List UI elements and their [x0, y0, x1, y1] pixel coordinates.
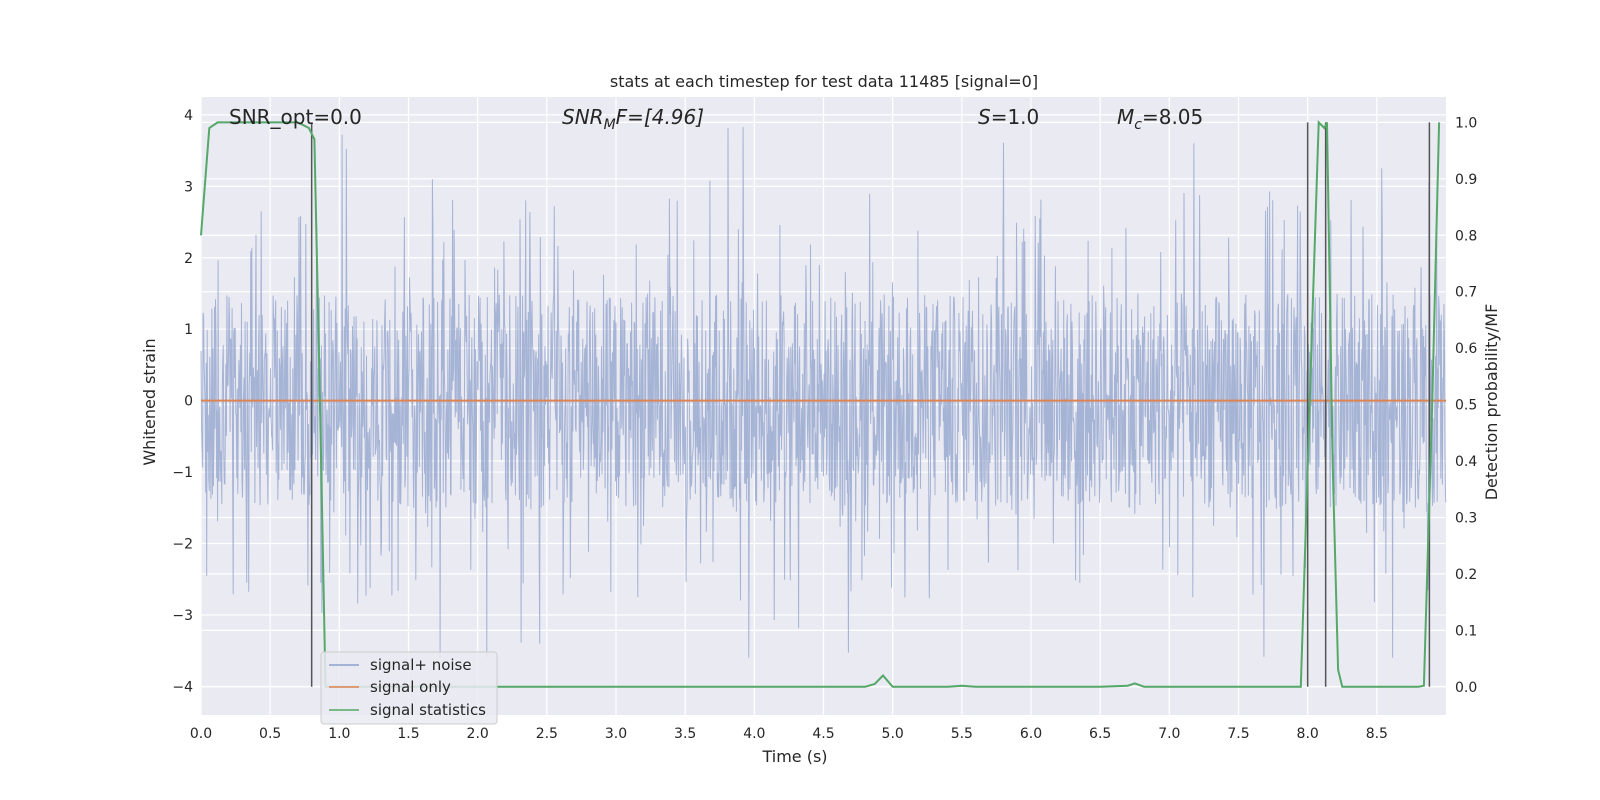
- y-tick-label-1: −3: [172, 608, 193, 624]
- y-tick-label-8: 4: [184, 108, 193, 124]
- y2-tick-label-4: 0.4: [1455, 454, 1477, 470]
- y2-tick-label-2: 0.2: [1455, 567, 1477, 583]
- x-tick-label-1: 0.5: [259, 726, 281, 742]
- annotation-snr-mf: SNRMF=[4.96]: [562, 105, 704, 133]
- x-tick-label-13: 6.5: [1089, 726, 1111, 742]
- legend: signal+ noise signal only signal statist…: [320, 651, 498, 725]
- y2-tick-label-3: 0.3: [1455, 510, 1477, 526]
- y2-tick-label-6: 0.6: [1455, 341, 1477, 357]
- x-tick-labels: 0.0 0.5 1.0 1.5 2.0 2.5 3.0 3.5 4.0 4.5 5.0 5.5 6.0 6…: [190, 726, 1388, 742]
- y2-tick-labels: 0.0 0.1 0.2 0.3 0.4 0.5 0.6 0.7 0.8 0.9 1.0: [1455, 115, 1477, 695]
- legend-label-signal-only: signal only: [370, 678, 451, 696]
- legend-box: [320, 651, 498, 725]
- x-tick-label-8: 4.0: [743, 726, 765, 742]
- y-tick-label-4: 0: [184, 394, 193, 410]
- x-tick-label-4: 2.0: [467, 726, 489, 742]
- chart-title: stats at each timestep for test data 114…: [610, 72, 1038, 91]
- y2-tick-label-0: 0.0: [1455, 680, 1477, 696]
- y2-tick-label-5: 0.5: [1455, 398, 1477, 414]
- x-tick-label-9: 4.5: [812, 726, 834, 742]
- x-tick-label-11: 5.5: [951, 726, 973, 742]
- y-axis-label: Whitened strain: [140, 338, 159, 465]
- y-tick-labels: −4 −3 −2 −1 0 1 2 3 4: [172, 108, 193, 696]
- x-tick-label-0: 0.0: [190, 726, 212, 742]
- y2-tick-label-8: 0.8: [1455, 228, 1477, 244]
- series-signal-noise: [200, 127, 1447, 658]
- x-tick-label-14: 7.0: [1158, 726, 1180, 742]
- y2-axis-label: Detection probability/MF: [1482, 304, 1501, 501]
- x-tick-label-16: 8.0: [1297, 726, 1319, 742]
- annotation-s: S=1.0: [978, 105, 1039, 129]
- y2-tick-label-1: 0.1: [1455, 623, 1477, 639]
- x-tick-label-7: 3.5: [674, 726, 696, 742]
- x-tick-label-6: 3.0: [605, 726, 627, 742]
- annotation-snr-opt: SNR_opt=0.0: [229, 105, 362, 129]
- x-tick-label-10: 5.0: [882, 726, 904, 742]
- legend-label-signal-statistics: signal statistics: [370, 701, 486, 719]
- y-tick-label-6: 2: [184, 251, 193, 267]
- x-axis-label: Time (s): [761, 747, 827, 766]
- x-tick-label-5: 2.5: [536, 726, 558, 742]
- signal-statistics-line: [200, 120, 1441, 688]
- x-tick-label-12: 6.0: [1020, 726, 1042, 742]
- x-tick-label-2: 1.0: [328, 726, 350, 742]
- y2-tick-label-10: 1.0: [1455, 115, 1477, 131]
- y-tick-label-5: 1: [184, 322, 193, 338]
- y-tick-label-3: −1: [172, 465, 193, 481]
- x-tick-label-17: 8.5: [1366, 726, 1388, 742]
- y2-tick-label-7: 0.7: [1455, 285, 1477, 301]
- y-tick-label-2: −2: [172, 537, 193, 553]
- signal-noise-line: [200, 127, 1447, 658]
- y-tick-label-7: 3: [184, 179, 193, 195]
- y2-tick-label-9: 0.9: [1455, 172, 1477, 188]
- series-lines: [200, 120, 1446, 688]
- x-tick-label-3: 1.5: [397, 726, 419, 742]
- legend-label-signal-noise: signal+ noise: [370, 656, 472, 674]
- x-tick-label-15: 7.5: [1227, 726, 1249, 742]
- annotation-mc: Mc=8.05: [1117, 105, 1203, 133]
- y-tick-label-0: −4: [172, 679, 193, 695]
